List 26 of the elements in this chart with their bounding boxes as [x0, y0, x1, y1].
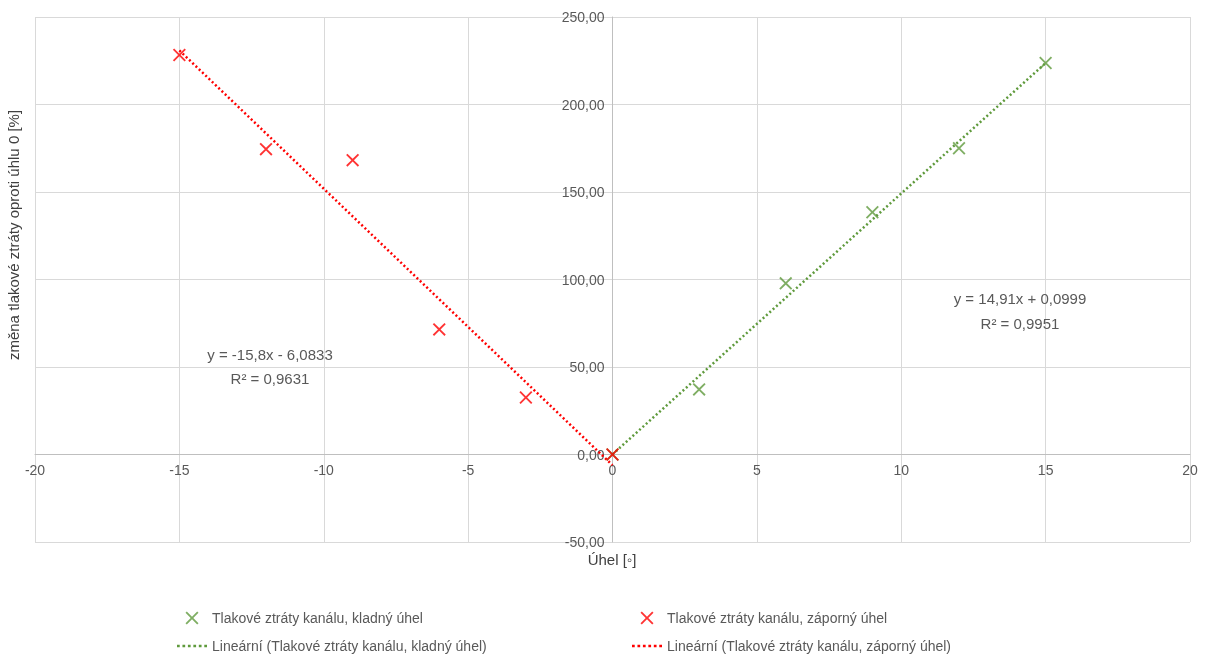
x-tick-label: 0: [608, 461, 617, 478]
x-tick-label: 20: [1182, 461, 1198, 478]
x-axis-title: Úhel [◦]: [587, 551, 637, 568]
y-axis-title: změna tlakové ztráty oproti úhlu 0 [%]: [5, 109, 22, 361]
x-tick-label: -15: [169, 461, 190, 478]
legend-label: Lineární (Tlakové ztráty kanálu, záporný úhel): [667, 638, 952, 654]
legend-label: Lineární (Tlakové ztráty kanálu, kladný úhel): [212, 638, 487, 654]
x-tick-label: -20: [24, 461, 46, 478]
y-tick-label: 0,00: [577, 446, 605, 463]
x-tick-label: 10: [893, 461, 910, 478]
annotation: y = 14,91x + 0,0999: [953, 289, 1087, 307]
legend-label: Tlakové ztráty kanálu, kladný úhel: [212, 610, 423, 626]
y-tick-label: 150,00: [561, 184, 605, 200]
annotation: R² = 0,9951: [980, 314, 1060, 332]
y-tick-label: 250,00: [561, 9, 605, 25]
y-tick-label: -50,00: [564, 534, 605, 550]
y-tick-label: 50,00: [569, 359, 605, 375]
x-tick-label: 15: [1037, 461, 1054, 478]
annotation: R² = 0,9631: [230, 369, 310, 387]
x-tick-label: 5: [752, 461, 761, 478]
x-tick-label: -5: [461, 461, 475, 478]
legend-label: Tlakové ztráty kanálu, záporný úhel: [667, 610, 888, 626]
y-tick-label: 100,00: [561, 271, 605, 288]
x-tick-label: -10: [313, 461, 335, 478]
y-tick-label: 200,00: [561, 96, 605, 113]
annotation: y = -15,8x - 6,0833: [207, 345, 333, 363]
